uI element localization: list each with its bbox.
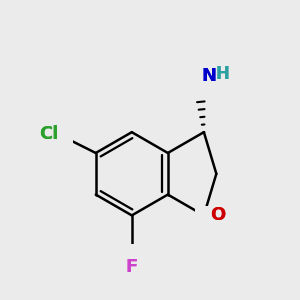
Text: N: N — [201, 67, 216, 85]
Text: O: O — [210, 206, 225, 224]
Text: Cl: Cl — [39, 125, 58, 143]
Text: N: N — [201, 67, 216, 85]
Text: Cl: Cl — [39, 125, 58, 143]
Text: H: H — [215, 65, 229, 83]
Text: F: F — [126, 258, 138, 276]
Text: H: H — [215, 65, 229, 83]
FancyBboxPatch shape — [125, 244, 139, 262]
FancyBboxPatch shape — [192, 78, 206, 95]
Text: F: F — [126, 258, 138, 276]
FancyBboxPatch shape — [51, 127, 73, 145]
FancyBboxPatch shape — [195, 206, 213, 224]
Text: O: O — [210, 206, 225, 224]
